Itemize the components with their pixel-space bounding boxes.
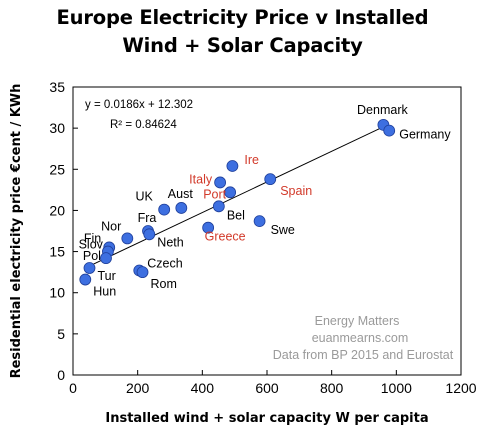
label-denmark: Denmark: [357, 103, 408, 117]
x-tick-label: 1000: [381, 380, 412, 396]
point-greece: [202, 221, 215, 234]
chart-title-line-2: Wind + Solar Capacity: [122, 34, 363, 57]
point-italy: [214, 176, 227, 189]
y-tick-label: 15: [49, 244, 65, 260]
data-points: [79, 118, 396, 286]
y-tick-label: 25: [49, 161, 65, 177]
trend-r-squared: R² = 0.84624: [110, 119, 177, 131]
label-nor: Nor: [101, 219, 121, 233]
trend-equation: y = 0.0186x + 12.302: [85, 99, 193, 111]
label-ire: Ire: [244, 153, 259, 167]
axes: 0 5 10 15 20 25 30 35 0 200 400 600 800 1000 1200: [49, 79, 476, 396]
x-tick-label: 0: [69, 380, 77, 396]
label-neth: Neth: [157, 235, 183, 249]
label-italy: Italy: [189, 172, 213, 186]
y-tick-label: 20: [49, 202, 65, 218]
label-fin: Fin: [84, 231, 101, 245]
point-spain: [264, 173, 277, 186]
label-rom: Rom: [151, 277, 177, 291]
label-pol: Pol: [83, 249, 101, 263]
point-bel: [212, 200, 225, 213]
label-greece: Greece: [205, 230, 246, 244]
note-energy-matters: Energy Matters: [315, 314, 400, 328]
point-labels: Denmark Germany Ire Italy Spain Port Aust UK Bel…: [79, 103, 452, 299]
x-tick-label: 1200: [445, 380, 476, 396]
x-tick-label: 600: [255, 380, 279, 396]
point-aust: [175, 202, 188, 214]
point-tur: [83, 262, 96, 274]
note-website: euanmearns.com: [312, 331, 409, 345]
x-tick-label: 400: [191, 380, 215, 396]
label-bel: Bel: [227, 208, 245, 222]
y-tick-label: 10: [49, 285, 65, 301]
point-hun: [79, 273, 92, 286]
y-tick-label: 35: [49, 79, 65, 95]
point-port: [224, 186, 237, 199]
point-rom: [136, 266, 149, 279]
label-spain: Spain: [280, 184, 312, 198]
label-fra: Fra: [138, 211, 157, 225]
x-tick-label: 800: [320, 380, 344, 396]
trendline: [85, 126, 384, 269]
point-swe: [253, 215, 266, 228]
y-tick-label: 0: [57, 367, 65, 383]
chart-title-line-1: Europe Electricity Price v Installed: [56, 6, 429, 29]
label-port: Port: [203, 187, 226, 201]
label-germany: Germany: [399, 128, 451, 142]
label-hun: Hun: [93, 285, 116, 299]
point-uk: [158, 203, 171, 216]
point-neth: [143, 228, 156, 241]
point-pol: [100, 252, 112, 265]
point-ire: [226, 160, 239, 172]
x-axis-title: Installed wind + solar capacity W per ca…: [105, 411, 428, 426]
y-tick-label: 30: [49, 120, 65, 136]
label-aust: Aust: [168, 187, 194, 201]
label-tur: Tur: [97, 269, 115, 283]
x-tick-label: 200: [126, 380, 150, 396]
point-nor: [121, 232, 134, 245]
y-axis-title: Residential electricity price €cent / KW…: [9, 84, 24, 379]
point-germany: [383, 124, 396, 137]
y-tick-label: 5: [57, 326, 65, 342]
label-uk: UK: [135, 190, 153, 204]
note-data-source: Data from BP 2015 and Eurostat: [273, 348, 454, 362]
label-swe: Swe: [271, 223, 295, 237]
label-czech: Czech: [147, 256, 182, 270]
label-slov: Slov: [79, 238, 104, 252]
